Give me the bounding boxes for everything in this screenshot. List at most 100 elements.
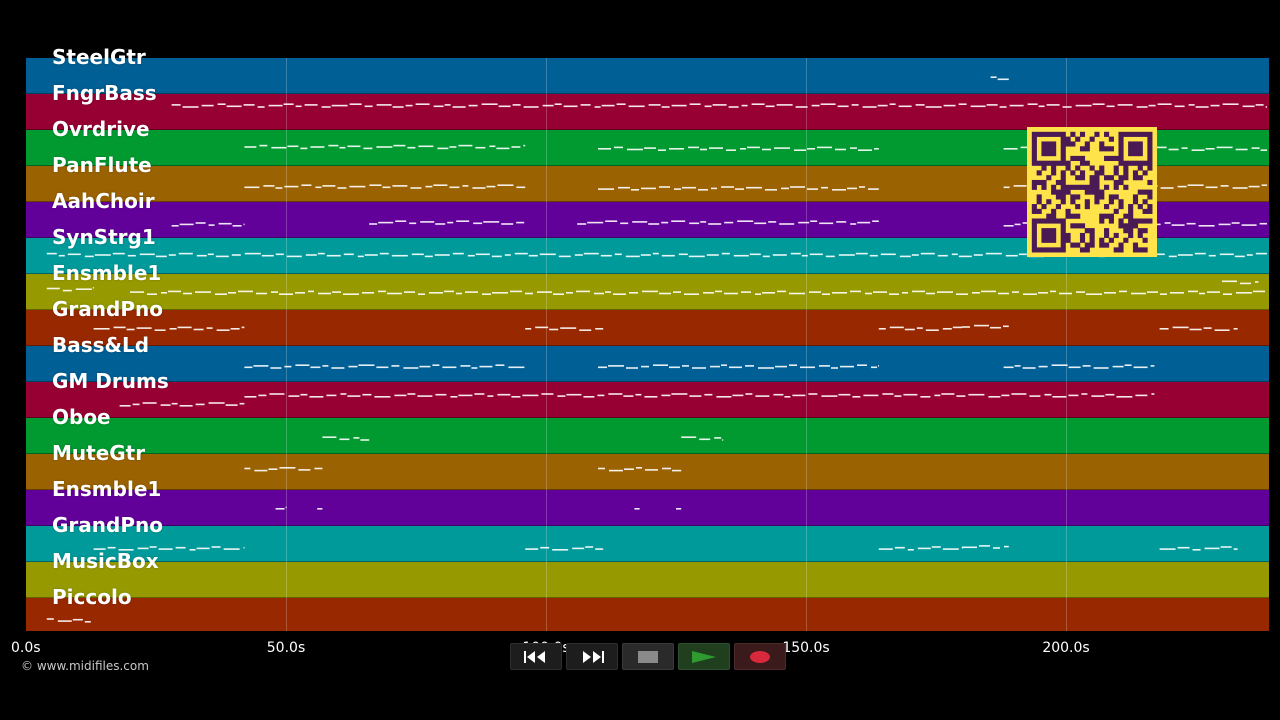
note	[1086, 293, 1102, 295]
note	[659, 292, 671, 295]
note	[858, 149, 872, 151]
note	[1207, 291, 1220, 293]
time-tick-label: 200.0s	[1042, 640, 1090, 656]
note	[339, 146, 346, 149]
note	[295, 364, 310, 366]
note	[215, 293, 227, 295]
note	[171, 104, 181, 106]
note	[310, 146, 325, 148]
track-label: Piccolo	[52, 585, 132, 609]
note	[807, 188, 818, 190]
note	[243, 546, 245, 549]
note	[540, 546, 550, 549]
record-button[interactable]	[734, 643, 786, 670]
note	[394, 394, 407, 397]
note	[768, 221, 777, 223]
track-lane[interactable]	[26, 454, 1269, 490]
note	[1119, 290, 1127, 293]
note	[549, 328, 559, 331]
note	[765, 189, 777, 191]
note	[838, 393, 851, 396]
note	[956, 293, 968, 295]
note	[712, 104, 727, 106]
note	[1038, 292, 1048, 294]
note	[462, 185, 469, 187]
stop-button[interactable]	[622, 643, 674, 670]
note	[1117, 104, 1133, 106]
track-lane[interactable]	[26, 526, 1269, 562]
track-lane[interactable]	[26, 418, 1269, 454]
note	[179, 223, 194, 226]
note	[794, 149, 806, 151]
track-lane[interactable]	[26, 94, 1269, 130]
note	[776, 104, 793, 106]
note	[673, 291, 681, 293]
note	[997, 78, 1009, 81]
note	[1241, 224, 1257, 226]
note	[420, 221, 435, 223]
track-lane[interactable]	[26, 598, 1269, 631]
note	[595, 328, 604, 330]
note	[554, 103, 562, 105]
note	[998, 292, 1009, 295]
note	[608, 393, 623, 395]
note	[640, 254, 651, 256]
note	[1013, 185, 1027, 187]
note	[1189, 328, 1202, 331]
note	[1234, 255, 1245, 258]
note	[1261, 184, 1267, 186]
play-button[interactable]	[678, 643, 730, 670]
note	[238, 290, 253, 293]
note	[618, 186, 630, 189]
note	[889, 103, 896, 105]
track-lane[interactable]	[26, 58, 1269, 94]
note	[1091, 395, 1105, 397]
note	[563, 105, 578, 108]
qr-code-pattern	[1031, 131, 1153, 253]
note	[244, 186, 260, 189]
note	[376, 366, 389, 369]
note	[847, 187, 857, 190]
note	[1152, 253, 1165, 256]
note	[142, 402, 157, 404]
note	[382, 186, 391, 189]
track-lane[interactable]	[26, 382, 1269, 418]
note	[1106, 105, 1115, 108]
note	[501, 223, 514, 225]
note	[925, 329, 939, 331]
note	[1003, 148, 1018, 150]
note	[598, 148, 611, 150]
fast-forward-button[interactable]	[566, 643, 618, 670]
track-lane[interactable]	[26, 562, 1269, 598]
track-lane[interactable]	[26, 490, 1269, 526]
note	[419, 365, 431, 368]
note	[682, 365, 689, 367]
note	[973, 254, 983, 256]
note	[600, 254, 612, 257]
note	[1029, 395, 1041, 397]
rewind-button[interactable]	[510, 643, 562, 670]
note	[620, 222, 629, 225]
note	[716, 396, 732, 398]
note	[1164, 222, 1171, 224]
note	[232, 225, 242, 227]
note	[865, 292, 872, 295]
note	[450, 396, 458, 398]
note	[177, 326, 192, 329]
note	[474, 393, 485, 395]
note	[704, 393, 713, 396]
note	[698, 189, 708, 191]
note	[244, 146, 257, 148]
note	[374, 396, 391, 398]
note	[1191, 149, 1205, 151]
note	[558, 255, 571, 258]
note	[714, 437, 722, 439]
note	[491, 255, 502, 258]
note	[862, 106, 877, 108]
note	[700, 148, 707, 151]
note	[360, 439, 370, 441]
track-lane[interactable]	[26, 346, 1269, 382]
note	[1223, 293, 1232, 295]
note	[364, 105, 373, 108]
note	[497, 393, 511, 396]
